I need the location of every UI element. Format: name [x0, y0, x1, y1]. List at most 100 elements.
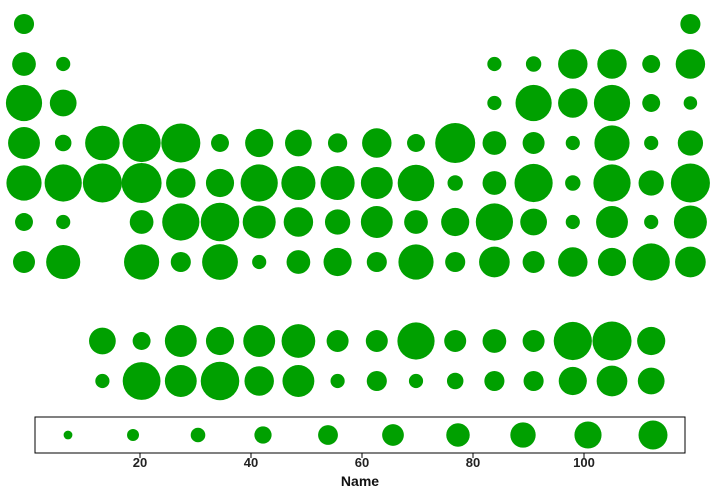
- bubble-period-4-group-12: [435, 123, 476, 163]
- bubble-period-9-group-13: [482, 329, 507, 353]
- bubble-period-10-group-12: [446, 372, 464, 390]
- bubble-period-4-group-1: [8, 127, 40, 159]
- bubble-period-6-group-10: [360, 206, 393, 238]
- size-key-bubble-10: [638, 420, 668, 450]
- x-tick-label-80: 80: [466, 455, 480, 470]
- bubble-period-4-group-5: [161, 123, 201, 163]
- bubble-period-5-group-7: [240, 164, 278, 202]
- x-tick-label-60: 60: [355, 455, 369, 470]
- bubble-period-2-group-13: [487, 56, 502, 72]
- bubble-period-2-group-17: [642, 55, 661, 73]
- size-key-bubble-5: [318, 425, 338, 445]
- bubble-period-7-group-6: [202, 244, 238, 280]
- bubble-period-3-group-1: [5, 84, 43, 122]
- bubble-period-7-group-15: [558, 247, 588, 277]
- bubble-period-6-group-6: [200, 202, 240, 242]
- bubble-period-6-group-4: [129, 210, 154, 234]
- x-tick-label-40: 40: [244, 455, 258, 470]
- size-key-bubble-3: [190, 427, 206, 443]
- bubble-period-4-group-3: [85, 125, 120, 161]
- bubble-period-6-group-1: [15, 213, 33, 231]
- bubble-period-3-group-14: [515, 84, 552, 122]
- size-key-bubble-6: [382, 424, 404, 446]
- bubble-period-7-group-2: [46, 244, 81, 280]
- bubble-period-5-group-2: [44, 164, 82, 202]
- bubble-period-6-group-9: [324, 209, 351, 235]
- bubble-period-4-group-11: [407, 134, 425, 152]
- bubble-period-2-group-1: [12, 52, 36, 76]
- bubble-period-10-group-7: [244, 366, 274, 396]
- bubble-period-10-group-16: [596, 365, 628, 397]
- bubble-period-7-group-8: [286, 250, 311, 274]
- bubble-period-7-group-4: [124, 244, 160, 280]
- bubble-period-5-group-10: [360, 167, 393, 199]
- bubble-period-5-group-8: [281, 165, 316, 201]
- bubble-period-3-group-16: [593, 84, 631, 122]
- bubble-period-9-group-10: [365, 330, 388, 352]
- x-axis-title: Name: [341, 473, 379, 489]
- bubble-period-10-group-17: [637, 367, 665, 395]
- bubble-period-2-group-14: [525, 56, 542, 72]
- size-key: [63, 420, 668, 450]
- bubble-period-4-group-13: [482, 131, 507, 155]
- bubble-period-9-group-16: [592, 321, 632, 361]
- bubble-period-10-group-10: [366, 370, 387, 392]
- bubble-period-4-group-4: [122, 123, 161, 163]
- bubble-period-6-group-14: [520, 208, 547, 236]
- bubble-period-5-group-9: [320, 165, 355, 201]
- bubble-period-5-group-12: [447, 175, 463, 191]
- bubble-period-7-group-11: [398, 244, 434, 280]
- bubble-period-5-group-17: [638, 170, 664, 196]
- bubble-period-5-group-1: [6, 165, 42, 201]
- bubble-period-7-group-18: [675, 246, 706, 278]
- bubble-period-2-group-2: [56, 56, 71, 72]
- bubble-period-9-group-8: [281, 324, 316, 358]
- size-key-bubble-9: [574, 421, 602, 449]
- bubble-period-3-group-18: [683, 96, 698, 110]
- bubble-period-7-group-17: [632, 243, 670, 281]
- size-key-bubble-4: [254, 426, 272, 444]
- bubble-period-4-group-10: [362, 128, 392, 158]
- bubble-period-1-group-18: [680, 13, 701, 35]
- bubble-period-9-group-9: [326, 330, 349, 352]
- bubble-period-2-group-18: [675, 49, 706, 79]
- bubble-period-10-group-9: [330, 373, 345, 389]
- bubble-period-9-group-14: [522, 330, 545, 352]
- size-key-box: [34, 416, 686, 454]
- bubble-period-5-group-13: [482, 171, 507, 195]
- bubble-period-7-group-9: [323, 247, 352, 277]
- size-key-bubble-8: [510, 422, 536, 448]
- bubble-period-6-group-11: [404, 210, 428, 234]
- bubble-period-4-group-6: [211, 134, 229, 152]
- bubble-period-4-group-16: [594, 125, 630, 161]
- x-tick-label-20: 20: [133, 455, 147, 470]
- bubble-period-7-group-10: [366, 251, 387, 273]
- bubble-period-9-group-4: [132, 332, 151, 350]
- bubble-period-9-group-11: [397, 322, 435, 360]
- bubble-period-4-group-2: [54, 134, 72, 152]
- size-key-bubble-1: [63, 430, 73, 440]
- bubble-period-9-group-17: [637, 326, 666, 356]
- bubble-period-9-group-3: [89, 327, 116, 355]
- bubble-period-6-group-18: [673, 205, 707, 239]
- bubble-period-9-group-5: [164, 325, 197, 357]
- x-tick-label-100: 100: [573, 455, 595, 470]
- bubble-period-10-group-11: [408, 373, 424, 389]
- bubble-period-5-group-18: [670, 163, 710, 203]
- bubble-period-3-group-13: [487, 95, 502, 111]
- bubble-period-6-group-16: [596, 206, 628, 238]
- bubble-period-4-group-17: [644, 135, 659, 151]
- bubble-period-7-group-14: [522, 251, 545, 273]
- bubble-period-4-group-9: [327, 133, 348, 153]
- bubble-period-3-group-17: [642, 94, 661, 112]
- bubble-period-10-group-15: [558, 366, 587, 396]
- bubble-period-6-group-7: [242, 205, 276, 239]
- bubble-period-9-group-6: [205, 326, 235, 356]
- bubble-period-7-group-16: [597, 247, 627, 277]
- bubble-period-10-group-5: [164, 365, 197, 397]
- bubble-period-4-group-15: [565, 135, 580, 151]
- bubble-period-3-group-2: [49, 89, 77, 117]
- bubble-period-9-group-12: [444, 330, 467, 352]
- bubble-period-1-group-1: [13, 13, 35, 35]
